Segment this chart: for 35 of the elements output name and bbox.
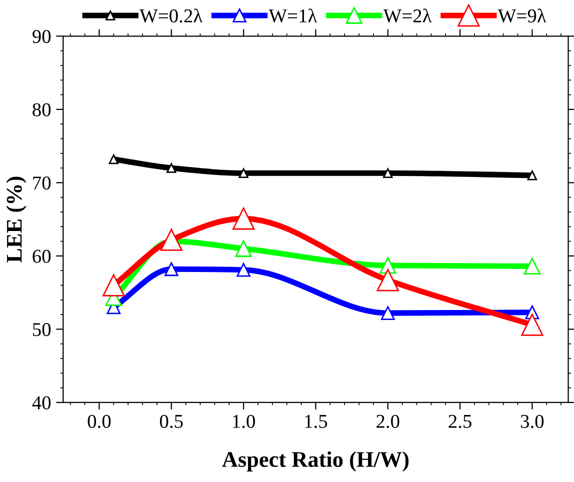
x-tick-label: 0.5	[160, 414, 183, 428]
point	[380, 257, 396, 274]
x-tick-label: 1.5	[305, 414, 328, 428]
point	[383, 168, 393, 178]
x-tick-label: 3.0	[520, 414, 544, 428]
x-tick-label: 2.5	[448, 414, 472, 428]
y-axis-title: LEE (%)	[6, 176, 26, 262]
point	[236, 262, 250, 277]
point	[160, 228, 182, 251]
point	[524, 258, 541, 275]
legend-label: W=9λ	[498, 8, 546, 23]
point	[527, 170, 538, 180]
point	[235, 240, 252, 257]
point	[238, 168, 248, 178]
legend-label: W=2λ	[383, 8, 432, 23]
point	[380, 306, 395, 320]
y-tick-label: 70	[33, 176, 51, 190]
x-tick-label: 1.0	[233, 414, 255, 428]
point	[232, 207, 255, 230]
y-tick-label: 80	[32, 103, 51, 116]
point	[521, 314, 544, 336]
y-tick-label: 50	[33, 323, 51, 336]
point	[166, 163, 176, 173]
point	[102, 274, 125, 296]
point	[108, 154, 119, 164]
legend-label: W=1λ	[268, 8, 318, 23]
point	[164, 262, 178, 276]
y-tick-label: 90	[32, 30, 51, 44]
point	[376, 269, 399, 292]
y-tick-label: 40	[32, 396, 51, 410]
y-tick-label: 60	[32, 250, 51, 263]
legend-label: W=0.2λ	[140, 8, 202, 23]
x-tick-label: 2.0	[376, 414, 400, 428]
x-axis-title: Aspect Ratio (H/W)	[222, 451, 409, 472]
x-tick-label: 0.0	[88, 414, 111, 428]
